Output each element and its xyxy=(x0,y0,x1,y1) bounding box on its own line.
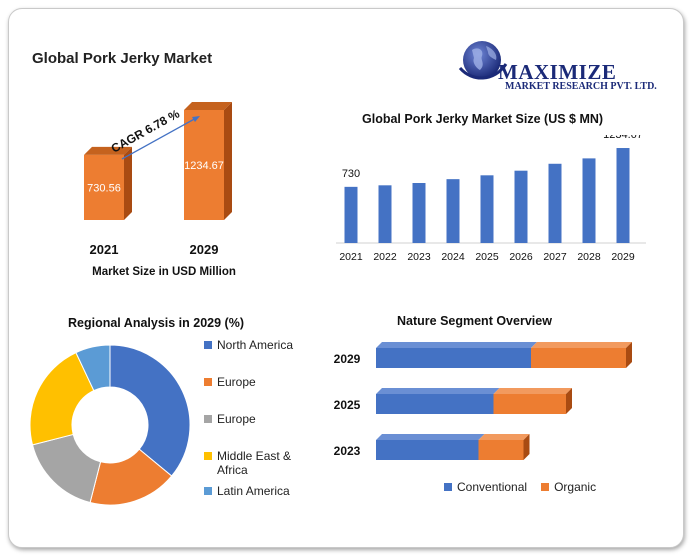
c2-tick-2023: 2023 xyxy=(407,251,431,263)
legend-label: Middle East & Africa xyxy=(217,449,292,477)
legend-swatch xyxy=(541,483,550,491)
c2-bar-2029 xyxy=(616,148,630,243)
legend-label: Latin America xyxy=(217,484,290,498)
c1-bar-1 xyxy=(184,110,224,220)
donut-slice-4 xyxy=(75,344,111,392)
c1-value-label-0: 730.56 xyxy=(87,182,121,194)
legend-item-north-america: North America xyxy=(204,338,314,352)
legend-swatch xyxy=(204,378,212,386)
legend-swatch xyxy=(204,487,212,495)
c2-bar-2025 xyxy=(480,175,494,243)
legend-label: North America xyxy=(217,338,294,352)
infographic-frame xyxy=(8,8,684,548)
legend-label: Conventional xyxy=(457,480,528,494)
cagr-bar-chart: 730.56 1234.67 CAGR 6.78 % 2021 2029 Mark… xyxy=(84,102,236,278)
c1-value-label-1: 1234.67 xyxy=(184,160,224,172)
c2-tick-2027: 2027 xyxy=(543,251,567,263)
c4-bar-top-2029-0 xyxy=(376,342,537,348)
c1-bar-top-0 xyxy=(84,146,132,155)
c2-tick-2026: 2026 xyxy=(509,251,533,263)
c4-bar-2029-organic xyxy=(531,348,626,368)
nature-segment-chart: 2029 2025 2023 xyxy=(334,342,632,460)
c1-bar-top-1 xyxy=(184,102,232,110)
cagr-arrow xyxy=(121,116,199,160)
c2-tick-2021: 2021 xyxy=(339,251,363,263)
c2-bar-2024 xyxy=(446,179,460,243)
c1-cat-0: 2021 xyxy=(90,242,119,257)
globe-icon xyxy=(458,41,508,80)
regional-legend: North America Europe Europe Middle East … xyxy=(204,338,314,498)
c4-bar-side-2029 xyxy=(626,342,632,368)
c2-tick-2022: 2022 xyxy=(373,251,397,263)
c2-tick-2025: 2025 xyxy=(475,251,499,263)
legend-item-latin-america: Latin America xyxy=(204,484,314,498)
c2-data-label-2029: 1234.67 xyxy=(603,135,643,141)
regional-donut-chart xyxy=(29,344,191,506)
c4-bar-2029-conventional xyxy=(376,348,531,368)
c1-cat-1: 2029 xyxy=(190,242,219,257)
regional-chart-title: Regional Analysis in 2029 (%) xyxy=(68,316,244,330)
legend-label: Organic xyxy=(554,480,597,494)
c4-category-2025: 2025 xyxy=(334,398,361,412)
cagr-arrowhead xyxy=(192,116,200,122)
legend-label: Europe xyxy=(217,375,256,389)
market-size-bar-chart: 2021 730 2022 2023 2024 2025 2026 2027 2028 2029 1… xyxy=(336,135,646,263)
market-size-chart-title: Global Pork Jerky Market Size (US $ MN) xyxy=(362,112,604,126)
c2-bar-2021 xyxy=(344,186,358,243)
cagr-annotation: CAGR 6.78 % xyxy=(109,106,183,155)
c4-bar-2025-conventional xyxy=(376,394,494,414)
c4-bar-side-2023 xyxy=(523,434,530,460)
c2-bar-2026 xyxy=(514,170,528,243)
page-title: Global Pork Jerky Market xyxy=(32,50,213,67)
c4-bar-top-2025-0 xyxy=(376,388,500,394)
c4-bar-2023-organic xyxy=(478,440,524,460)
c2-data-label-2021: 730 xyxy=(342,168,360,180)
nature-legend: Conventional Organic xyxy=(444,480,596,494)
c1-xlabel: Market Size in USD Million xyxy=(92,266,236,278)
legend-swatch xyxy=(444,483,452,491)
c4-bar-side-2025 xyxy=(566,388,572,414)
legend-label: Europe xyxy=(217,412,256,426)
c2-bar-2022 xyxy=(378,185,392,243)
legend-swatch xyxy=(204,415,212,423)
c1-bar-side-0 xyxy=(124,146,132,220)
legend-swatch xyxy=(204,341,212,349)
c4-bar-top-2023-0 xyxy=(376,434,485,440)
c2-tick-2028: 2028 xyxy=(577,251,601,263)
legend-item-europe: Europe xyxy=(204,375,314,389)
legend-item-middle-east-africa: Middle East & Africa xyxy=(204,449,314,477)
c2-tick-2029: 2029 xyxy=(611,251,635,263)
c2-bar-2023 xyxy=(412,183,426,243)
c4-bar-top-2023-1 xyxy=(478,434,530,440)
c4-category-2029: 2029 xyxy=(334,352,361,366)
c4-bar-top-2029-1 xyxy=(531,342,632,348)
legend-swatch xyxy=(204,452,212,460)
c1-bar-0 xyxy=(84,154,124,220)
c2-tick-2024: 2024 xyxy=(441,251,465,263)
legend-item-europe-2: Europe xyxy=(204,412,314,426)
c4-bar-2023-conventional xyxy=(376,440,479,460)
c1-bar-side-1 xyxy=(224,102,232,220)
logo-subtitle: MARKET RESEARCH PVT. LTD. xyxy=(505,81,657,92)
donut-slice-2 xyxy=(31,433,102,504)
c2-bar-2027 xyxy=(548,163,562,243)
c4-category-2023: 2023 xyxy=(334,444,361,458)
logo-wordmark: MAXIMIZE xyxy=(498,60,617,84)
legend-item-organic: Organic xyxy=(541,480,596,494)
legend-item-conventional: Conventional xyxy=(444,480,527,494)
c2-bar-2028 xyxy=(582,158,596,243)
c4-bar-2025-organic xyxy=(493,394,566,414)
nature-chart-title: Nature Segment Overview xyxy=(397,314,552,328)
c4-bar-top-2025-1 xyxy=(493,388,572,394)
donut-slice-0 xyxy=(109,344,191,477)
